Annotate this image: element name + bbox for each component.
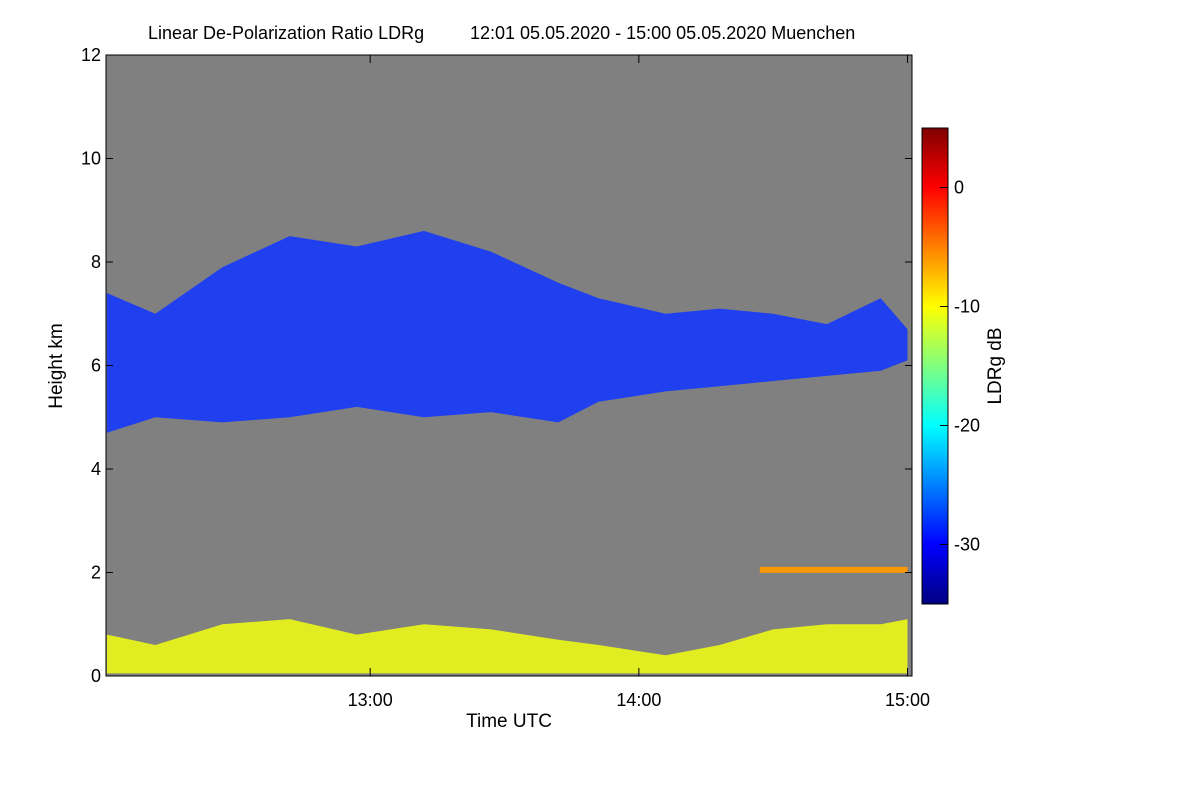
y-tick-label: 8 [91, 252, 101, 272]
y-axis-label: Height km [46, 323, 67, 409]
y-tick-label: 0 [91, 666, 101, 686]
x-axis-label: Time UTC [466, 711, 552, 732]
x-axis: 13:00 14:00 15:00 [348, 55, 930, 710]
x-tick-label: 14:00 [616, 690, 661, 710]
y-tick-label: 6 [91, 356, 101, 376]
layer-boundary-layer [106, 619, 908, 674]
chart-title: Linear De-Polarization Ratio LDRg [148, 23, 424, 43]
x-tick-label: 15:00 [885, 690, 930, 710]
plot-area [105, 54, 913, 677]
colorbar: 0 -10 -20 -30 LDRg dB [921, 127, 1006, 605]
layer-ice-cloud [106, 230, 908, 433]
colorbar-tick-label: -10 [954, 297, 980, 317]
colorbar-label: LDRg dB [985, 327, 1006, 404]
colorbar-tick-label: -30 [954, 535, 980, 555]
colorbar-gradient [921, 127, 949, 605]
y-tick-label: 2 [91, 563, 101, 583]
y-tick-label: 4 [91, 459, 101, 479]
data-layers [106, 230, 908, 674]
x-tick-label: 13:00 [348, 690, 393, 710]
y-tick-label: 10 [81, 149, 101, 169]
colorbar-tick-label: 0 [954, 178, 964, 198]
colorbar-ticks: 0 -10 -20 -30 [940, 178, 980, 555]
layer-elevated-layer [759, 566, 908, 573]
colorbar-tick-label: -20 [954, 416, 980, 436]
chart-subtitle: 12:01 05.05.2020 - 15:00 05.05.2020 Muen… [470, 23, 855, 43]
y-axis: 0 2 4 6 8 10 12 [81, 45, 912, 686]
y-tick-label: 12 [81, 45, 101, 65]
